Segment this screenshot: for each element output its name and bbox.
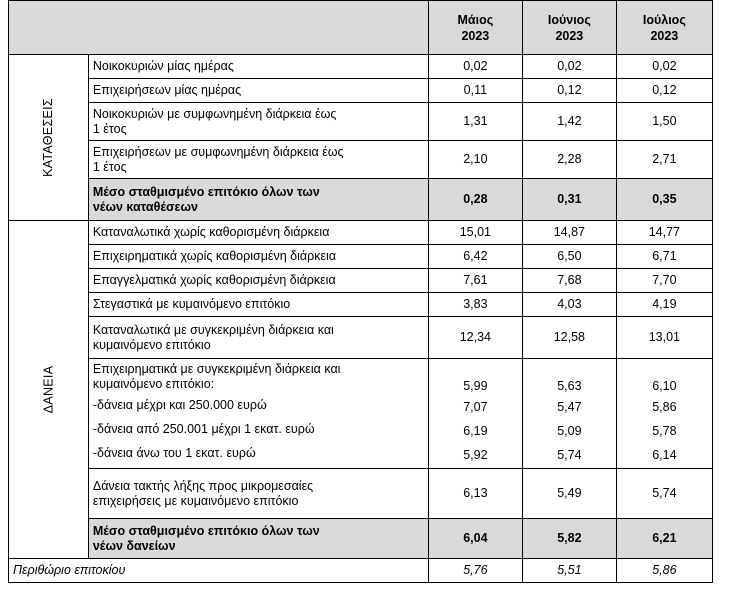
- value-cell: 7,70: [615, 268, 713, 293]
- margin-label: Περιθώριο επιτοκίου: [8, 558, 429, 583]
- value-cell: 0,11: [427, 78, 523, 103]
- value-cell: 3,83: [427, 292, 523, 317]
- row-label: Καταναλωτικά χωρίς καθορισμένη διάρκεια: [87, 220, 429, 245]
- value-cell: 5,99 7,07 6,19 5,92: [427, 358, 523, 469]
- value-cell: 12,58: [521, 316, 617, 359]
- deposit-row: Επιχειρήσεων με συμφωνημένη διάρκεια έως…: [9, 140, 713, 179]
- value-cell: 5,76: [427, 558, 523, 583]
- deposit-row: Νοικοκυριών με συμφωνημένη διάρκεια έως 1…: [9, 102, 713, 141]
- row-label: Στεγαστικά με κυμαινόμενο επιτόκιο: [87, 292, 429, 317]
- deposit-row: ΚΑΤΑΘΕΣΕΙΣ Νοικοκυριών μίας ημέρας 0,02 …: [8, 54, 713, 221]
- value-cell: 0,31: [521, 178, 617, 221]
- loan-row: Επαγγελματικά χωρίς καθορισμένη διάρκεια…: [9, 268, 713, 293]
- sub-row-label: -δάνεια από 250.001 μέχρι 1 εκατ. ευρώ: [92, 422, 315, 436]
- value-cell: 5,63 5,47 5,09 5,74: [521, 358, 617, 469]
- value-cell: 5,49: [521, 468, 617, 519]
- value-cell: 6,10 5,86 5,78 6,14: [615, 358, 713, 469]
- value-cell: 6,13: [427, 468, 523, 519]
- value-cell: 15,01: [427, 220, 523, 245]
- value-cell: 0,35: [615, 178, 713, 221]
- header-row: Μάιος 2023 Ιούνιος 2023 Ιούλιος 2023: [8, 0, 713, 55]
- value-cell: 6,42: [427, 244, 523, 269]
- row-label: Μέσο σταθμισμένο επιτόκιο όλων των νέων δ…: [87, 518, 429, 559]
- header-blank: [8, 0, 429, 55]
- row-label: Νοικοκυριών μίας ημέρας: [87, 54, 429, 79]
- value-cell: 5,86: [615, 558, 713, 583]
- row-label: Επιχειρήσεων με συμφωνημένη διάρκεια έως…: [87, 140, 429, 179]
- value-cell: 5,51: [521, 558, 617, 583]
- value-cell: 1,31: [427, 102, 523, 141]
- value-cell: 0,12: [615, 78, 713, 103]
- value-cell: 6,50: [521, 244, 617, 269]
- loan-row: Καταναλωτικά με συγκεκριμένη διάρκεια κα…: [9, 316, 713, 359]
- value-cell: 0,02: [427, 54, 523, 79]
- row-label: Επαγγελματικά χωρίς καθορισμένη διάρκεια: [87, 268, 429, 293]
- sub-row-label: -δάνεια άνω του 1 εκατ. ευρώ: [92, 446, 256, 460]
- header-month-may: Μάιος 2023: [427, 0, 523, 55]
- value-cell: 13,01: [615, 316, 713, 359]
- value-cell: 6,04: [427, 518, 523, 559]
- deposit-row: Επιχειρήσεων μίας ημέρας 0,11 0,12 0,12: [9, 78, 713, 103]
- value-cell: 14,87: [521, 220, 617, 245]
- value-cell: 0,02: [521, 54, 617, 79]
- interest-rates-table: Μάιος 2023 Ιούνιος 2023 Ιούλιος 2023 ΚΑΤΑΘΕ…: [8, 0, 713, 583]
- value-cell: 4,19: [615, 292, 713, 317]
- loans-group-label: ΔΑΝΕΙΑ: [8, 220, 89, 559]
- business-loans-row: Επιχειρηματικά με συγκεκριμένη διάρκεια …: [9, 358, 713, 469]
- header-month-july: Ιούλιος 2023: [615, 0, 713, 55]
- value-cell: 5,74: [615, 468, 713, 519]
- loan-row: Στεγαστικά με κυμαινόμενο επιτόκιο 3,83 …: [9, 292, 713, 317]
- row-label: Δάνεια τακτής λήξης προς μικρομεσαίες επι…: [87, 468, 429, 519]
- value-cell: 0,12: [521, 78, 617, 103]
- value-cell: 12,34: [427, 316, 523, 359]
- value-cell: 1,42: [521, 102, 617, 141]
- value-cell: 0,02: [615, 54, 713, 79]
- value-cell: 7,68: [521, 268, 617, 293]
- sub-row-label: -δάνεια μέχρι και 250.000 ευρώ: [92, 398, 267, 412]
- loan-row: Επιχειρηματικά χωρίς καθορισμένη διάρκει…: [9, 244, 713, 269]
- value-cell: 14,77: [615, 220, 713, 245]
- loan-row: ΔΑΝΕΙΑ Καταναλωτικά χωρίς καθορισμένη δι…: [8, 220, 713, 559]
- deposits-total-row: Μέσο σταθμισμένο επιτόκιο όλων των νέων κ…: [8, 178, 713, 221]
- value-cell: 4,03: [521, 292, 617, 317]
- value-cell: 6,71: [615, 244, 713, 269]
- deposits-group-label: ΚΑΤΑΘΕΣΕΙΣ: [8, 54, 89, 221]
- header-month-june: Ιούνιος 2023: [521, 0, 617, 55]
- sme-loans-row: Δάνεια τακτής λήξης προς μικρομεσαίες επι…: [9, 468, 713, 519]
- row-label: Επιχειρηματικά χωρίς καθορισμένη διάρκει…: [87, 244, 429, 269]
- row-label: Επιχειρηματικά με συγκεκριμένη διάρκεια …: [87, 358, 429, 469]
- value-cell: 6,21: [615, 518, 713, 559]
- value-cell: 2,28: [521, 140, 617, 179]
- row-label: Νοικοκυριών με συμφωνημένη διάρκεια έως 1…: [87, 102, 429, 141]
- value-cell: 7,61: [427, 268, 523, 293]
- value-cell: 5,82: [521, 518, 617, 559]
- row-label: Μέσο σταθμισμένο επιτόκιο όλων των νέων κ…: [87, 178, 429, 221]
- value-cell: 0,28: [427, 178, 523, 221]
- value-cell: 2,10: [427, 140, 523, 179]
- margin-row: Περιθώριο επιτοκίου 5,76 5,51 5,86: [8, 558, 713, 583]
- loans-total-row: Μέσο σταθμισμένο επιτόκιο όλων των νέων δ…: [9, 518, 713, 559]
- value-cell: 2,71: [615, 140, 713, 179]
- row-label: Επιχειρήσεων μίας ημέρας: [87, 78, 429, 103]
- value-cell: 1,50: [615, 102, 713, 141]
- row-label: Καταναλωτικά με συγκεκριμένη διάρκεια κα…: [87, 316, 429, 359]
